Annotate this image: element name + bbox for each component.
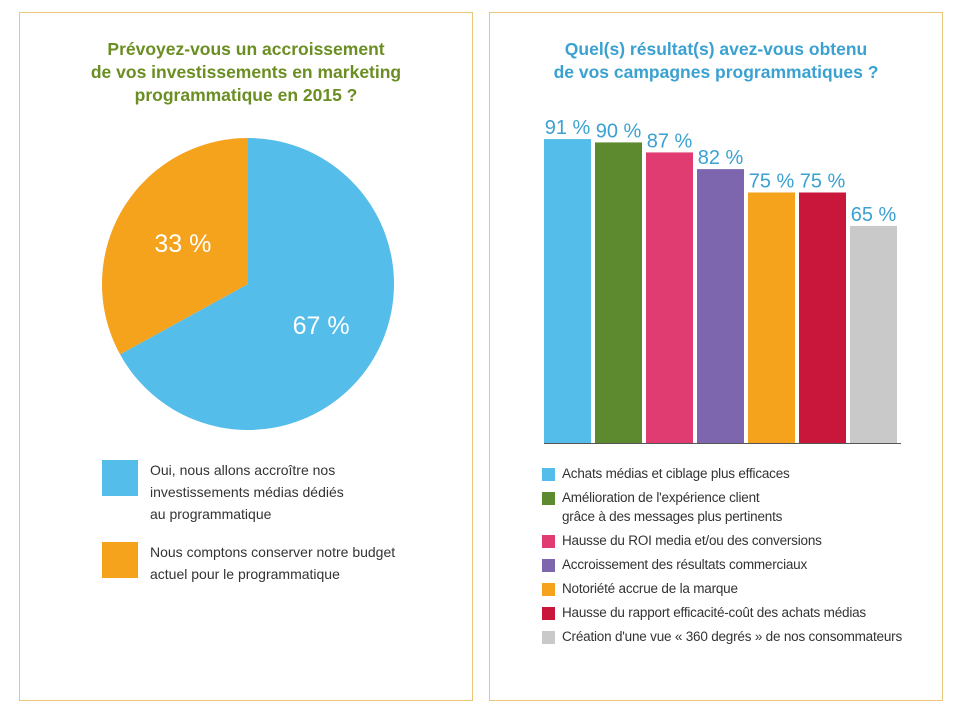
- pie-legend-item: Nous comptons conserver notre budget act…: [102, 541, 462, 585]
- pie-legend-text: Nous comptons conserver notre budget: [150, 544, 396, 560]
- bar-value-label: 90 %: [596, 120, 642, 142]
- bar-legend-text: Hausse du ROI media et/ou des conversion…: [562, 533, 822, 548]
- pie-title-line: de vos investissements en marketing: [90, 62, 402, 82]
- bar-title-line: Quel(s) résultat(s) avez-vous obtenu: [564, 39, 868, 59]
- bar-legend-swatch: [542, 607, 555, 620]
- pie-slice-label: 67 %: [293, 312, 350, 340]
- bar: [850, 225, 897, 443]
- bar-value-label: 65 %: [851, 204, 897, 226]
- pie-title-line: Prévoyez-vous un accroissement: [107, 39, 385, 59]
- bar-legend-text: Amélioration de l'expérience client: [562, 490, 760, 505]
- bar: [595, 142, 642, 443]
- bar-value-label: 75 %: [800, 171, 846, 193]
- bar-value-label: 87 %: [647, 130, 693, 152]
- pie-legend-swatch: [102, 542, 138, 578]
- bar-value-label: 91 %: [545, 117, 591, 139]
- bar-legend-swatch: [542, 583, 555, 596]
- bar-legend-item: Création d'une vue « 360 degrés » de nos…: [540, 627, 940, 646]
- bar-legend-text: grâce à des messages plus pertinents: [562, 509, 783, 524]
- bar-legend-text: Notoriété accrue de la marque: [562, 581, 738, 596]
- bar-chart-title: Quel(s) résultat(s) avez-vous obtenu de …: [490, 38, 942, 84]
- bar-value-label: 82 %: [698, 147, 744, 169]
- bar-legend-text: Création d'une vue « 360 degrés » de nos…: [562, 629, 902, 644]
- bar: [544, 139, 591, 443]
- pie-title-line: programmatique en 2015 ?: [134, 85, 358, 105]
- bar-legend-item: Notoriété accrue de la marque: [540, 579, 940, 598]
- pie-slice: [120, 138, 395, 430]
- bar-legend-item: Hausse du ROI media et/ou des conversion…: [540, 531, 940, 550]
- bar-legend: Achats médias et ciblage plus efficaces …: [540, 464, 940, 651]
- pie-slice: [102, 138, 249, 355]
- bar-legend-swatch: [542, 559, 555, 572]
- bar-title-line: de vos campagnes programmatiques ?: [553, 62, 879, 82]
- pie-legend-text: investissements médias dédiés: [150, 484, 344, 500]
- pie-legend-text: actuel pour le programmatique: [150, 566, 340, 582]
- bar: [799, 192, 846, 443]
- pie-legend: Oui, nous allons accroître nos investiss…: [102, 459, 462, 601]
- bar-chart-panel: Quel(s) résultat(s) avez-vous obtenu de …: [489, 12, 943, 701]
- bar-legend-item: Hausse du rapport efficacité-coût des ac…: [540, 603, 940, 622]
- bar-legend-text: Hausse du rapport efficacité-coût des ac…: [562, 605, 866, 620]
- pie-legend-swatch: [102, 460, 138, 496]
- pie-chart-panel: Prévoyez-vous un accroissement de vos in…: [19, 12, 473, 701]
- pie-chart: 67 % 33 %: [102, 138, 395, 430]
- bar-legend-item: Achats médias et ciblage plus efficaces: [540, 464, 940, 483]
- pie-chart-title: Prévoyez-vous un accroissement de vos in…: [20, 38, 472, 107]
- bar-legend-swatch: [542, 631, 555, 644]
- bar-legend-swatch: [542, 535, 555, 548]
- bar-legend-swatch: [542, 492, 555, 505]
- bar-legend-text: Achats médias et ciblage plus efficaces: [562, 466, 790, 481]
- pie-legend-text: Oui, nous allons accroître nos: [150, 462, 336, 478]
- bar: [646, 152, 693, 444]
- pie-slice-label: 33 %: [154, 230, 211, 258]
- pie-legend-item: Oui, nous allons accroître nos investiss…: [102, 459, 462, 525]
- bar-chart: 91 % 90 % 87 %82 %75 % 75 %65 %: [544, 117, 901, 444]
- bar-legend-swatch: [542, 468, 555, 481]
- bar: [748, 192, 795, 443]
- bar-legend-item: Amélioration de l'expérience client grâc…: [540, 488, 940, 526]
- bar: [697, 169, 744, 443]
- bar-legend-text: Accroissement des résultats commerciaux: [562, 557, 808, 572]
- bar-legend-item: Accroissement des résultats commerciaux: [540, 555, 940, 574]
- bar-value-label: 75 %: [749, 171, 795, 193]
- pie-legend-text: au programmatique: [150, 506, 272, 522]
